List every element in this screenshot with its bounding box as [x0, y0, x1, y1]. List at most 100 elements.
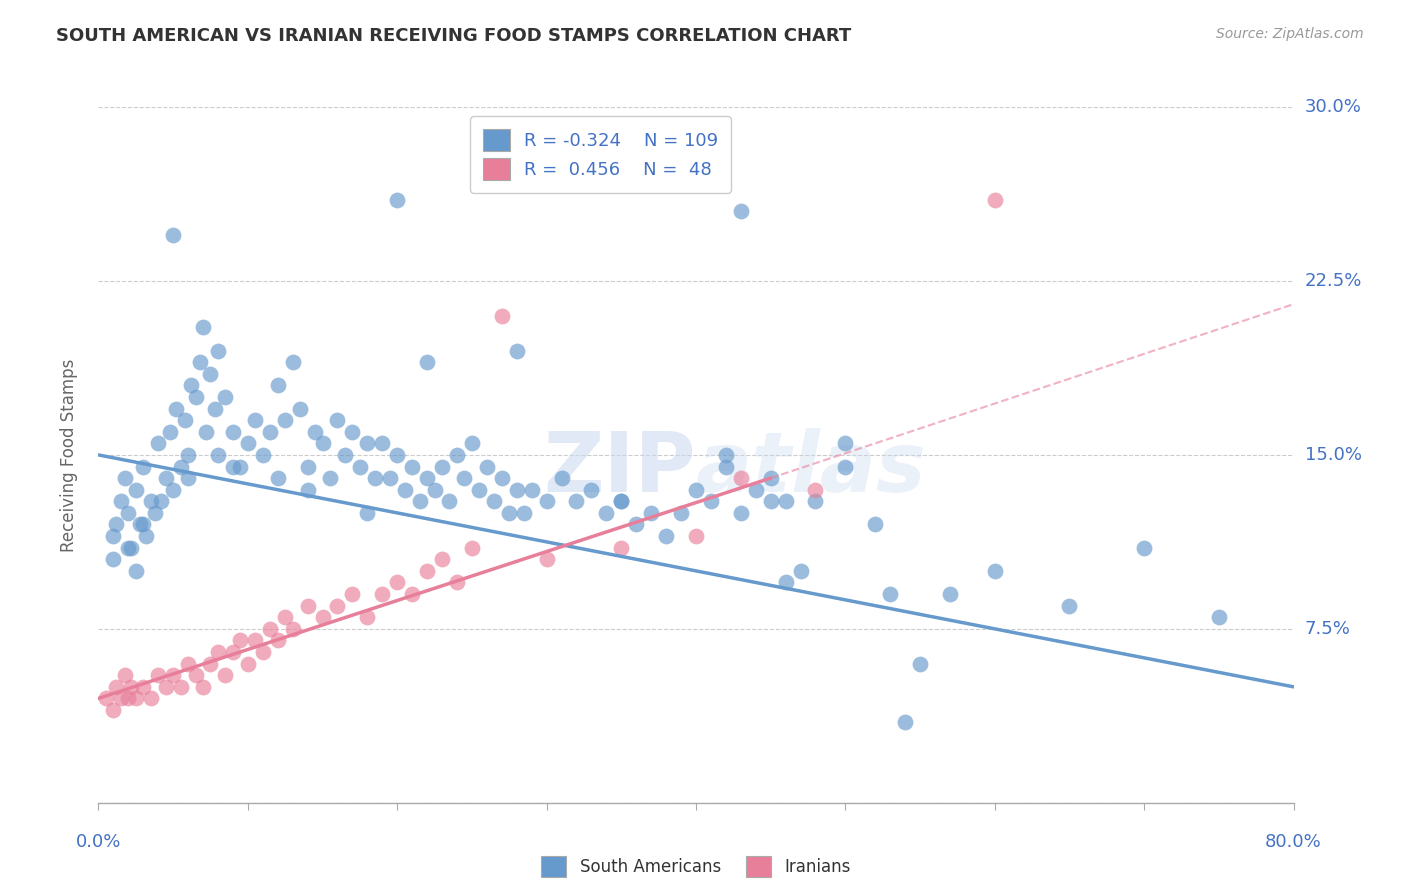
- Point: [655, 529, 678, 543]
- Point: [595, 506, 617, 520]
- Point: [333, 448, 356, 462]
- Point: [714, 448, 737, 462]
- Point: [200, 367, 222, 381]
- Point: [245, 633, 267, 648]
- Point: [162, 227, 184, 242]
- Point: [498, 506, 520, 520]
- Point: [267, 471, 290, 485]
- Point: [174, 413, 197, 427]
- Point: [326, 599, 349, 613]
- Point: [200, 657, 222, 671]
- Point: [143, 506, 166, 520]
- Point: [364, 471, 387, 485]
- Point: [536, 552, 558, 566]
- Point: [834, 436, 856, 450]
- Point: [222, 645, 245, 659]
- Point: [105, 680, 128, 694]
- Point: [125, 564, 148, 578]
- Point: [169, 680, 191, 694]
- Point: [439, 494, 461, 508]
- Point: [236, 657, 259, 671]
- Point: [297, 599, 319, 613]
- Point: [259, 425, 281, 439]
- Point: [169, 459, 191, 474]
- Point: [229, 633, 252, 648]
- Point: [430, 552, 453, 566]
- Point: [252, 448, 274, 462]
- Text: 0.0%: 0.0%: [76, 833, 121, 851]
- Point: [191, 320, 214, 334]
- Point: [894, 714, 917, 729]
- Point: [180, 378, 202, 392]
- Point: [222, 425, 245, 439]
- Point: [385, 193, 409, 207]
- Text: Source: ZipAtlas.com: Source: ZipAtlas.com: [1216, 27, 1364, 41]
- Point: [342, 587, 364, 601]
- Point: [326, 413, 349, 427]
- Point: [222, 459, 245, 474]
- Point: [408, 494, 430, 508]
- Text: ZIP: ZIP: [544, 428, 696, 509]
- Point: [103, 529, 125, 543]
- Point: [804, 483, 827, 497]
- Point: [117, 691, 139, 706]
- Point: [520, 483, 543, 497]
- Point: [685, 529, 707, 543]
- Point: [311, 436, 333, 450]
- Point: [245, 413, 267, 427]
- Point: [148, 436, 170, 450]
- Point: [416, 471, 439, 485]
- Point: [446, 575, 468, 590]
- Point: [117, 506, 139, 520]
- Point: [775, 575, 797, 590]
- Point: [120, 680, 142, 694]
- Point: [132, 517, 155, 532]
- Point: [207, 448, 229, 462]
- Point: [610, 541, 633, 555]
- Point: [416, 564, 439, 578]
- Point: [371, 436, 394, 450]
- Point: [908, 657, 931, 671]
- Point: [184, 668, 207, 682]
- Point: [385, 575, 409, 590]
- Point: [506, 483, 529, 497]
- Point: [103, 703, 125, 717]
- Point: [114, 471, 136, 485]
- Point: [430, 459, 453, 474]
- Point: [304, 425, 326, 439]
- Point: [401, 459, 423, 474]
- Point: [129, 517, 152, 532]
- Point: [939, 587, 962, 601]
- Point: [983, 564, 1005, 578]
- Point: [132, 459, 155, 474]
- Point: [297, 483, 319, 497]
- Point: [184, 390, 207, 404]
- Point: [745, 483, 768, 497]
- Point: [148, 668, 170, 682]
- Point: [252, 645, 274, 659]
- Point: [117, 541, 139, 555]
- Point: [700, 494, 723, 508]
- Point: [385, 448, 409, 462]
- Point: [229, 459, 252, 474]
- Point: [565, 494, 588, 508]
- Point: [259, 622, 281, 636]
- Point: [132, 680, 155, 694]
- Point: [730, 506, 752, 520]
- Text: 7.5%: 7.5%: [1305, 620, 1351, 638]
- Point: [685, 483, 707, 497]
- Point: [177, 448, 200, 462]
- Point: [139, 691, 162, 706]
- Point: [730, 471, 752, 485]
- Point: [423, 483, 446, 497]
- Point: [378, 471, 401, 485]
- Point: [416, 355, 439, 369]
- Point: [640, 506, 662, 520]
- Point: [105, 517, 128, 532]
- Point: [188, 355, 211, 369]
- Point: [356, 436, 378, 450]
- Point: [536, 494, 558, 508]
- Point: [214, 668, 236, 682]
- Point: [319, 471, 342, 485]
- Point: [1208, 610, 1230, 624]
